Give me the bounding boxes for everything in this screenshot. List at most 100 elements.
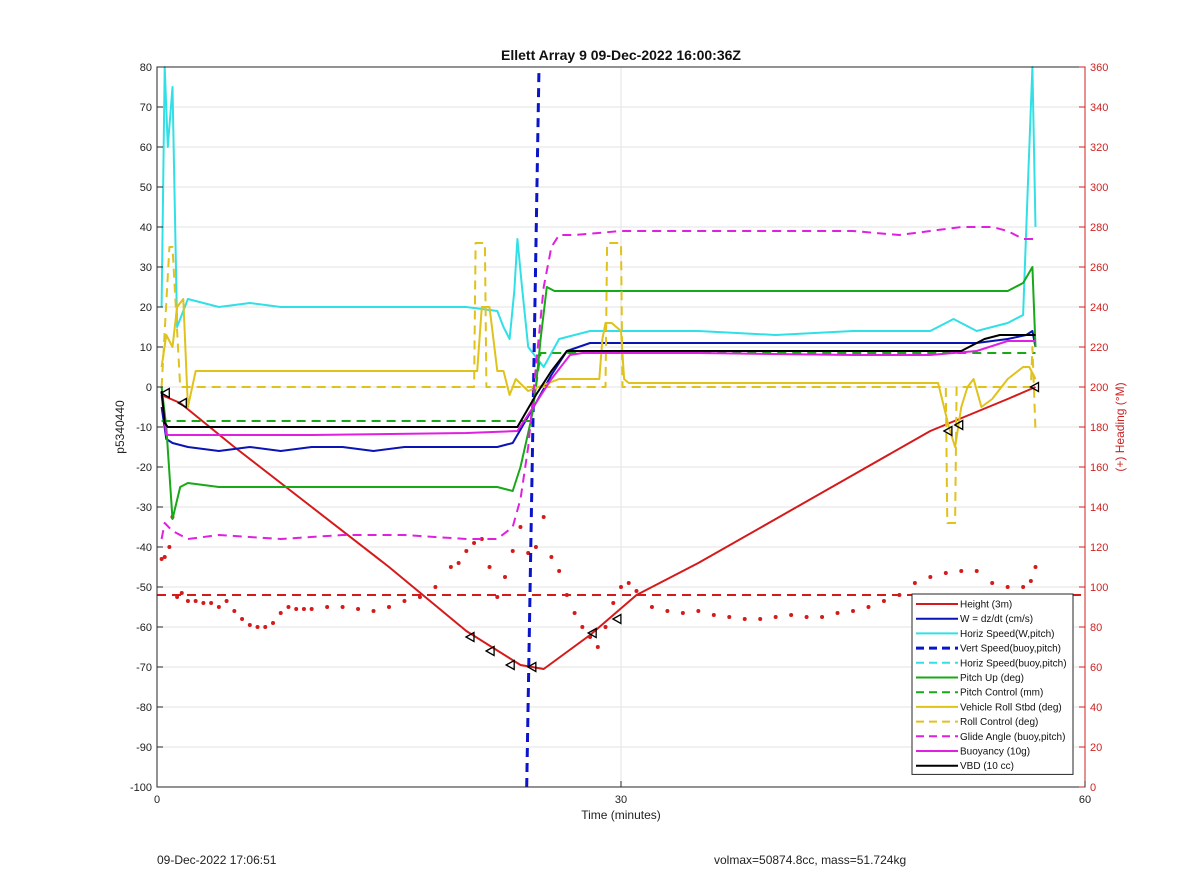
heading-point bbox=[866, 605, 871, 609]
right-tick-label: 160 bbox=[1090, 462, 1108, 474]
heading-point bbox=[309, 607, 314, 611]
y-tick-label: -30 bbox=[136, 502, 152, 514]
heading-point bbox=[456, 561, 461, 565]
legend-label: Buoyancy (10g) bbox=[960, 747, 1030, 758]
series-buoyancy-10g bbox=[160, 340, 1036, 436]
heading-point bbox=[820, 615, 825, 619]
heading-point bbox=[433, 585, 438, 589]
heading-point bbox=[727, 615, 732, 619]
series-vehicle-roll-stbd-deg bbox=[160, 298, 1037, 448]
x-tick-label: 30 bbox=[615, 794, 627, 806]
heading-point bbox=[325, 605, 330, 609]
heading-point bbox=[263, 625, 268, 629]
heading-point bbox=[356, 607, 361, 611]
legend-label: Height (3m) bbox=[960, 600, 1012, 611]
heading-point bbox=[224, 599, 229, 603]
heading-point bbox=[595, 645, 600, 649]
series-height-3m bbox=[161, 386, 1036, 670]
right-tick-label: 200 bbox=[1090, 382, 1108, 394]
heading-point bbox=[564, 593, 569, 597]
series-w-dz-dt-cm-s bbox=[160, 330, 1037, 452]
y-tick-label: -80 bbox=[136, 702, 152, 714]
heading-point bbox=[773, 615, 778, 619]
y-tick-label: -100 bbox=[130, 782, 152, 794]
waypoint-marker bbox=[464, 631, 475, 643]
heading-point bbox=[271, 621, 275, 625]
y-tick-label: 10 bbox=[140, 342, 152, 354]
right-tick-label: 320 bbox=[1090, 142, 1108, 154]
heading-point bbox=[162, 555, 167, 559]
heading-point bbox=[167, 545, 172, 549]
heading-point bbox=[495, 595, 500, 599]
y-tick-label: -50 bbox=[136, 582, 152, 594]
heading-point bbox=[255, 625, 260, 629]
heading-point bbox=[758, 617, 763, 621]
right-tick-label: 60 bbox=[1090, 662, 1102, 674]
heading-point bbox=[179, 591, 184, 595]
right-tick-label: 180 bbox=[1090, 422, 1108, 434]
y-tick-label: -70 bbox=[136, 662, 152, 674]
right-tick-label: 0 bbox=[1090, 782, 1096, 794]
y-tick-label: 80 bbox=[140, 62, 152, 74]
series-pitch-control-mm bbox=[161, 352, 1036, 422]
heading-point bbox=[943, 571, 948, 575]
heading-point bbox=[835, 611, 840, 615]
heading-point bbox=[603, 625, 608, 629]
right-tick-label: 80 bbox=[1090, 622, 1102, 634]
x-axis-label: Time (minutes) bbox=[581, 808, 661, 822]
heading-point bbox=[201, 601, 206, 605]
heading-point bbox=[634, 589, 639, 593]
waypoint-marker bbox=[526, 661, 537, 673]
y-tick-label: 0 bbox=[146, 382, 152, 394]
y-tick-label: -40 bbox=[136, 542, 152, 554]
heading-point bbox=[533, 545, 538, 549]
right-tick-label: 140 bbox=[1090, 502, 1108, 514]
heading-point bbox=[216, 605, 221, 609]
heading-point bbox=[518, 525, 523, 529]
series-vbd-10-cc bbox=[160, 334, 1036, 428]
legend-label: Pitch Up (deg) bbox=[960, 673, 1024, 684]
heading-point bbox=[851, 609, 855, 613]
y-axis-label: p5340440 bbox=[113, 400, 127, 454]
right-axis-label: (+) Heading (°M) bbox=[1113, 382, 1127, 471]
heading-point bbox=[711, 613, 716, 617]
heading-point bbox=[680, 611, 685, 615]
heading-point bbox=[175, 595, 180, 599]
legend-label: Pitch Control (mm) bbox=[960, 688, 1043, 699]
axes: -100-90-80-70-60-50-40-30-20-10010203040… bbox=[130, 62, 1108, 806]
y-tick-label: -90 bbox=[136, 742, 152, 754]
x-tick-label: 0 bbox=[154, 794, 160, 806]
heading-point bbox=[626, 581, 631, 585]
y-tick-label: 60 bbox=[140, 142, 152, 154]
heading-point bbox=[665, 609, 670, 613]
right-tick-label: 220 bbox=[1090, 342, 1108, 354]
heading-point bbox=[572, 611, 577, 615]
heading-point bbox=[959, 569, 964, 573]
legend-box bbox=[911, 593, 1074, 775]
heading-point bbox=[487, 565, 492, 569]
heading-point bbox=[1028, 579, 1033, 583]
heading-point bbox=[912, 581, 917, 585]
legend-label: Vehicle Roll Stbd (deg) bbox=[960, 702, 1062, 713]
heading-point bbox=[1005, 585, 1010, 589]
right-tick-label: 340 bbox=[1090, 102, 1108, 114]
heading-point bbox=[503, 575, 507, 579]
y-tick-label: -10 bbox=[136, 422, 152, 434]
waypoint-marker bbox=[504, 659, 515, 671]
right-tick-label: 40 bbox=[1090, 702, 1102, 714]
series-horiz-speed-w-pitch bbox=[160, 66, 1037, 368]
legend-label: Roll Control (deg) bbox=[960, 717, 1038, 728]
heading-point bbox=[1021, 585, 1026, 589]
heading-point bbox=[209, 601, 214, 605]
legend: Height (3m) W = dz/dt (cm/s) Horiz Speed(W… bbox=[911, 593, 1074, 775]
y-tick-label: 70 bbox=[140, 102, 152, 114]
heading-point bbox=[371, 609, 376, 613]
legend-label: W = dz/dt (cm/s) bbox=[960, 614, 1033, 625]
heading-point bbox=[294, 607, 299, 611]
y-tick-label: 30 bbox=[140, 262, 152, 274]
heading-point bbox=[510, 549, 515, 553]
heading-point bbox=[619, 585, 623, 589]
y-tick-label: 20 bbox=[140, 302, 152, 314]
legend-label: Vert Speed(buoy,pitch) bbox=[960, 644, 1061, 655]
